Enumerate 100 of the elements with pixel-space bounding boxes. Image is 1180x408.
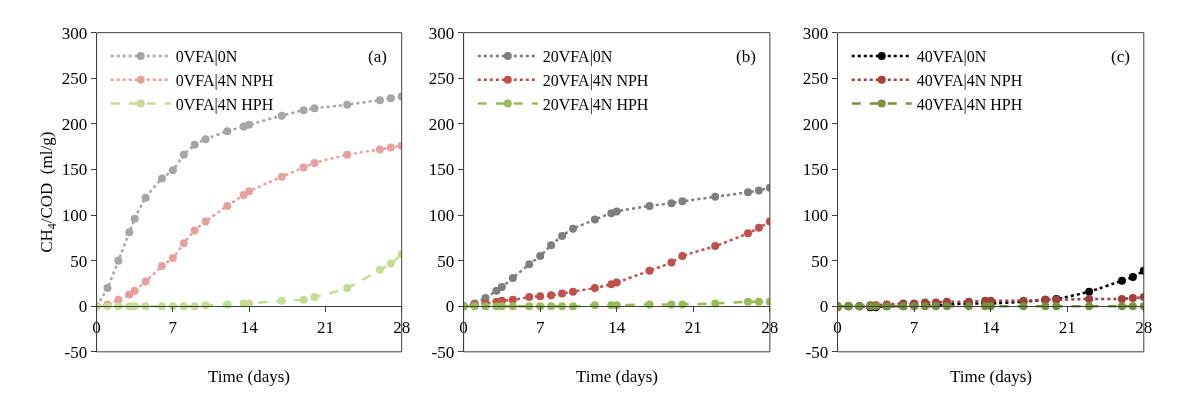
y-tick-label: 0	[445, 297, 455, 317]
point	[1128, 273, 1137, 282]
point	[1085, 302, 1094, 311]
point	[547, 291, 556, 300]
point	[508, 302, 517, 311]
point	[558, 289, 567, 298]
legend-label: 0VFA|0N	[175, 48, 238, 67]
point	[130, 214, 139, 223]
point	[612, 278, 621, 287]
x-axis-title: Time (days)	[208, 367, 291, 386]
point	[547, 241, 556, 250]
point	[179, 150, 188, 159]
point	[754, 186, 763, 195]
y-tick-label: 200	[428, 114, 455, 134]
x-axis-title: Time (days)	[576, 367, 659, 386]
point	[678, 197, 687, 206]
y-tick-label: 300	[428, 23, 455, 43]
y-tick-label: 0	[819, 297, 829, 317]
x-tick-label: 7	[909, 317, 919, 337]
x-tick-label: 7	[168, 317, 178, 337]
point	[1085, 287, 1094, 296]
point	[590, 284, 599, 292]
point	[386, 259, 395, 268]
point	[277, 296, 286, 305]
point	[569, 287, 577, 296]
point	[590, 215, 599, 224]
point	[299, 106, 308, 115]
point	[492, 286, 501, 295]
x-tick-label: 28	[761, 317, 779, 337]
point	[386, 94, 395, 103]
point	[1117, 276, 1126, 285]
x-tick-label: 14	[982, 317, 1000, 337]
point	[179, 302, 188, 311]
point	[343, 284, 352, 292]
point	[130, 286, 139, 295]
point	[645, 266, 654, 275]
y-tick-label: 0	[78, 297, 88, 317]
point	[125, 290, 134, 299]
point	[277, 111, 286, 120]
legend-label: 40VFA|4N NPH	[916, 71, 1023, 90]
y-tick-label: -50	[805, 342, 829, 362]
point	[1085, 294, 1094, 303]
point	[375, 265, 384, 274]
y-tick-label: 250	[61, 69, 88, 89]
y-tick-label: -50	[431, 342, 455, 362]
point	[141, 277, 150, 286]
point	[223, 127, 232, 136]
point	[744, 188, 752, 197]
legend-label: 20VFA|0N	[542, 48, 613, 67]
x-tick-label: 21	[684, 317, 702, 337]
point	[569, 224, 577, 233]
point	[569, 302, 577, 311]
point	[168, 166, 177, 175]
point	[190, 140, 199, 149]
point	[157, 174, 166, 183]
y-tick-label: 100	[61, 205, 88, 225]
point	[125, 228, 134, 237]
y-tick-label: 300	[802, 23, 829, 43]
point	[245, 187, 254, 196]
point	[1117, 294, 1126, 303]
y-tick-label: 100	[802, 205, 829, 225]
point	[558, 302, 567, 311]
y-tick-label: 250	[802, 69, 829, 89]
x-tick-label: 7	[535, 317, 545, 337]
point	[525, 260, 534, 269]
y-tick-label: -50	[64, 342, 88, 362]
point	[157, 262, 166, 271]
annotation: (a)	[368, 47, 387, 66]
point	[1117, 302, 1126, 311]
point	[558, 232, 567, 241]
point	[667, 199, 676, 208]
y-tick-label: 200	[802, 114, 829, 134]
point	[375, 145, 384, 154]
point	[299, 163, 308, 172]
x-tick-label: 14	[240, 317, 259, 337]
x-axis-title: Time (days)	[950, 367, 1033, 386]
point	[536, 292, 545, 301]
x-tick-label: 21	[316, 317, 334, 337]
y-tick-label: 150	[428, 160, 455, 180]
point	[497, 283, 506, 292]
point	[1128, 302, 1137, 311]
point	[277, 172, 286, 181]
point	[508, 273, 517, 282]
legend-label: 0VFA|4N NPH	[175, 71, 274, 90]
point	[525, 293, 534, 302]
point	[711, 192, 720, 201]
point	[190, 226, 199, 235]
point	[678, 252, 687, 261]
point	[114, 256, 123, 265]
point	[612, 207, 621, 216]
point	[201, 135, 210, 144]
x-tick-label: 14	[608, 317, 626, 337]
annotation: (c)	[1111, 47, 1130, 66]
point	[386, 143, 395, 152]
point	[525, 302, 534, 311]
point	[310, 293, 319, 302]
point	[645, 201, 654, 210]
y-tick-label: 250	[428, 69, 455, 89]
legend-label: 40VFA|0N	[916, 48, 987, 67]
point	[375, 96, 384, 105]
